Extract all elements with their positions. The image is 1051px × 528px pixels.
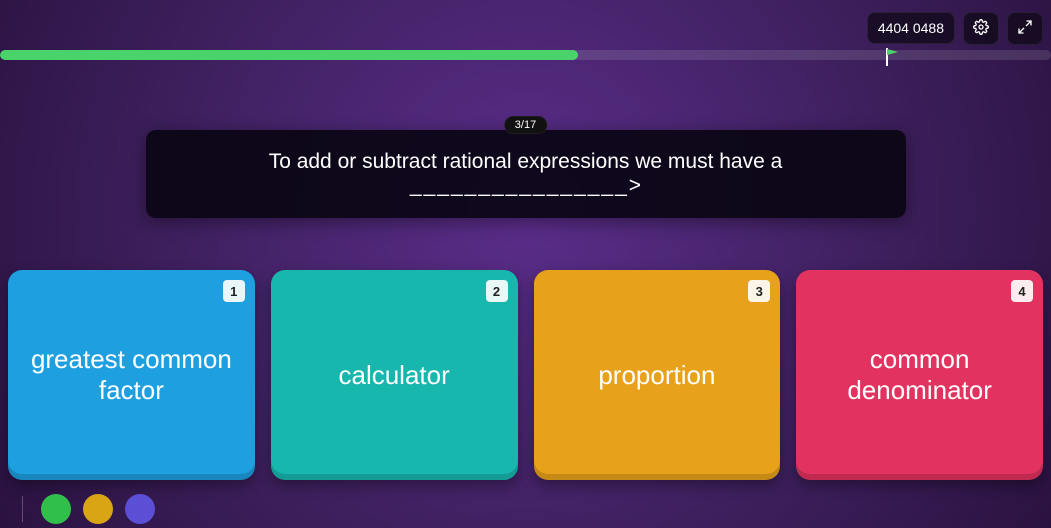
answer-label: calculator: [338, 360, 449, 391]
divider: [22, 496, 23, 522]
question-counter-badge: 3/17: [504, 116, 547, 134]
answer-label: greatest common factor: [22, 344, 241, 406]
answer-label: common denominator: [810, 344, 1029, 406]
top-bar: 4404 0488: [8, 8, 1043, 48]
bottom-bar: [16, 494, 155, 524]
timer-text: 4404 0488: [878, 20, 944, 36]
answer-number: 3: [748, 280, 770, 302]
answer-card-3[interactable]: 3 proportion: [534, 270, 781, 480]
question-counter: 3/17: [515, 119, 536, 131]
question-suffix: >: [629, 174, 641, 197]
answer-number: 4: [1011, 280, 1033, 302]
answer-card-1[interactable]: 1 greatest common factor: [8, 270, 255, 480]
answers-row: 1 greatest common factor 2 calculator 3 propo…: [0, 270, 1051, 480]
fullscreen-button[interactable]: [1007, 12, 1043, 45]
answer-label: proportion: [598, 360, 715, 391]
question-container: 3/17 To add or subtract rational express…: [146, 130, 906, 218]
answer-card-2[interactable]: 2 calculator: [271, 270, 518, 480]
gear-icon: [973, 19, 989, 38]
question-blank: ________________: [410, 174, 629, 197]
answer-number: 2: [486, 280, 508, 302]
timer-pill: 4404 0488: [867, 12, 955, 44]
avatar[interactable]: [83, 494, 113, 524]
question-prefix: To add or subtract rational expressions …: [269, 150, 783, 173]
question-text: To add or subtract rational expressions …: [146, 130, 906, 218]
answer-card-4[interactable]: 4 common denominator: [796, 270, 1043, 480]
progress-area: [0, 50, 1051, 74]
progress-fill: [0, 50, 578, 60]
avatar[interactable]: [125, 494, 155, 524]
avatars-row: [41, 494, 155, 524]
expand-icon: [1017, 19, 1033, 38]
milestone-flag-icon: [886, 48, 900, 66]
settings-button[interactable]: [963, 12, 999, 45]
avatar[interactable]: [41, 494, 71, 524]
answer-number: 1: [223, 280, 245, 302]
